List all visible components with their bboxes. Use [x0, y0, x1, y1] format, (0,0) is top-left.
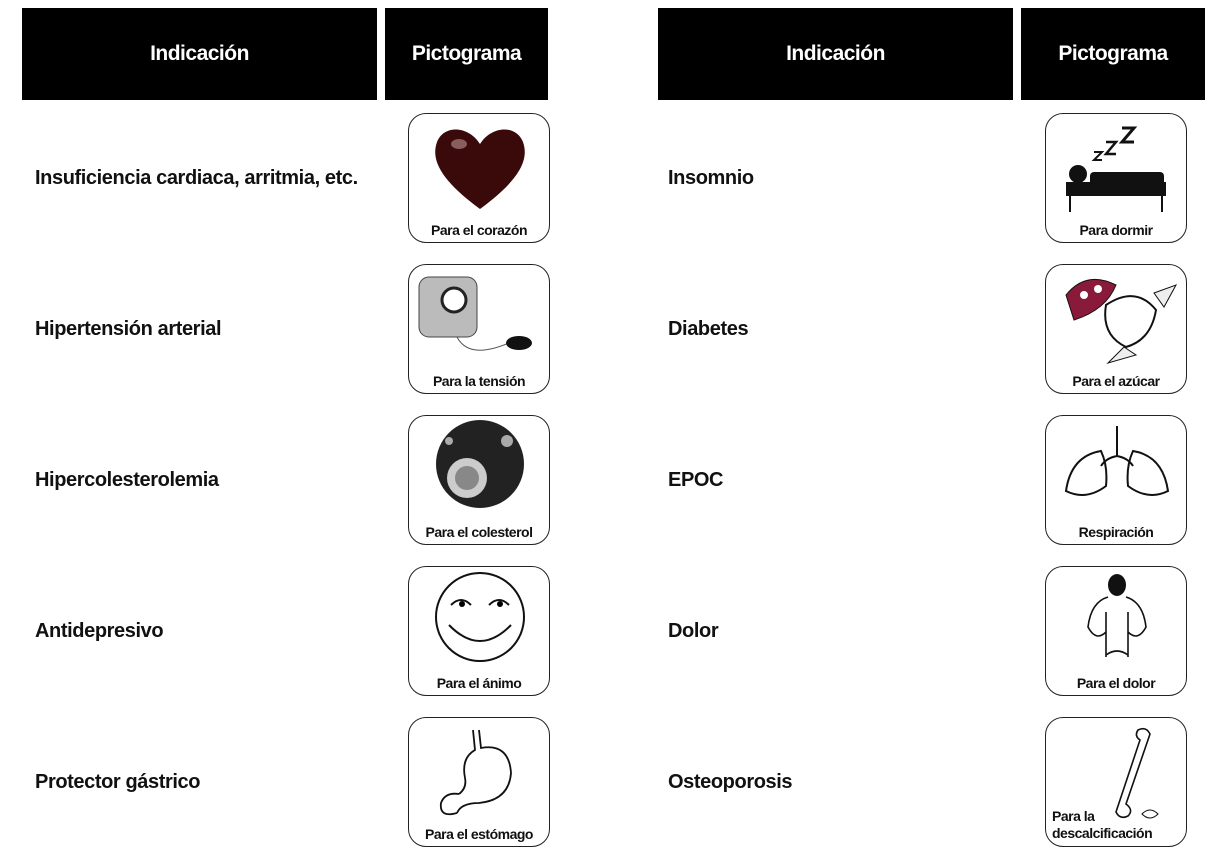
pictogram: Para el colesterol: [408, 415, 550, 545]
pictogram: Para el ánimo: [408, 566, 550, 696]
pictogram-icon: [435, 129, 525, 209]
pictogram: Para el corazón: [408, 113, 550, 243]
indication: Hipertensión arterial: [35, 318, 222, 340]
header-cell: Indicación: [658, 8, 1013, 100]
header-cell: Pictograma: [1021, 8, 1205, 100]
pictogram-label: Para la tensión: [432, 373, 526, 389]
pictogram-label: Para el colesterol: [425, 524, 533, 540]
indication: Insomnio: [668, 167, 754, 189]
pictogram: Para dormir: [1045, 113, 1187, 243]
header-cell: Indicación: [22, 8, 377, 100]
pictogram-icon: [418, 276, 532, 351]
pictogram: Para el azúcar: [1045, 264, 1187, 394]
pictogram-icon: [435, 572, 525, 662]
header-cell: Pictograma: [385, 8, 548, 100]
indication: Dolor: [668, 620, 719, 642]
indication: EPOC: [668, 469, 724, 491]
pictogram-label: Para el estómago: [425, 826, 533, 842]
pictogram: Para el dolor: [1045, 566, 1187, 696]
indication: Antidepresivo: [35, 620, 164, 642]
pictogram-label: Para el dolor: [1076, 675, 1156, 691]
pictogram-label: Para el ánimo: [436, 675, 522, 691]
pictogram-icon: [1064, 426, 1170, 496]
pictogram-icon: [436, 420, 524, 508]
pictogram-label: Para el azúcar: [1072, 373, 1160, 389]
pictogram: Para el estómago: [408, 717, 550, 847]
pictogram-label: Para la descalcificación: [1052, 808, 1153, 842]
indication: Hipercolesterolemia: [35, 469, 219, 491]
pictogram-icon: [1065, 278, 1178, 365]
pictogram-label: Para dormir: [1079, 222, 1153, 238]
pictogram: Para la tensión: [408, 264, 550, 394]
pictogram-icon: [439, 729, 512, 816]
pictogram: Para la descalcificación: [1045, 717, 1187, 847]
pictogram-icon: [1115, 727, 1159, 819]
pictogram-label: Respiración: [1078, 524, 1154, 540]
indication: Protector gástrico: [35, 771, 201, 793]
indication: Insuficiencia cardiaca, arritmia, etc.: [35, 167, 358, 189]
pictogram-icon: [1087, 574, 1147, 657]
pictogram-label: Para el corazón: [431, 222, 528, 238]
indication: Osteoporosis: [668, 771, 793, 793]
pictogram: Respiración: [1045, 415, 1187, 545]
indication: Diabetes: [668, 318, 749, 340]
pictogram-icon: [1066, 126, 1166, 212]
